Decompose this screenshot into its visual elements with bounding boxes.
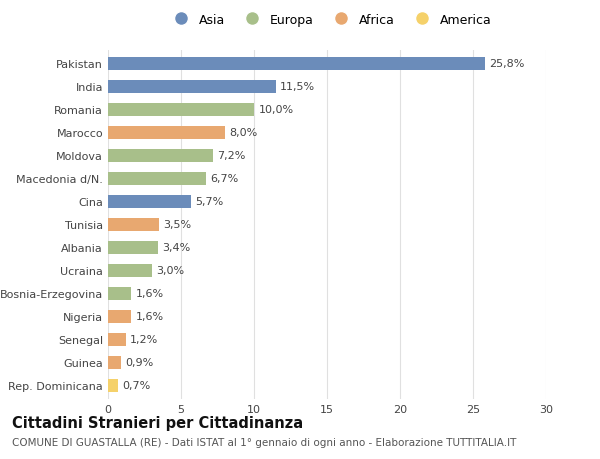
Text: 11,5%: 11,5%: [280, 82, 316, 92]
Bar: [108, 241, 158, 254]
Bar: [108, 264, 152, 277]
Legend: Asia, Europa, Africa, America: Asia, Europa, Africa, America: [164, 9, 496, 32]
Bar: [108, 287, 131, 300]
Text: 3,0%: 3,0%: [156, 266, 184, 276]
Text: 10,0%: 10,0%: [259, 105, 293, 115]
Bar: [108, 379, 118, 392]
Text: 3,5%: 3,5%: [163, 220, 191, 230]
Bar: [108, 81, 276, 94]
Bar: [108, 196, 191, 208]
Text: 1,6%: 1,6%: [136, 312, 164, 322]
Text: 5,7%: 5,7%: [196, 197, 224, 207]
Text: 1,6%: 1,6%: [136, 289, 164, 299]
Text: 25,8%: 25,8%: [489, 59, 524, 69]
Text: 1,2%: 1,2%: [130, 335, 158, 345]
Bar: [108, 356, 121, 369]
Text: COMUNE DI GUASTALLA (RE) - Dati ISTAT al 1° gennaio di ogni anno - Elaborazione : COMUNE DI GUASTALLA (RE) - Dati ISTAT al…: [12, 437, 517, 447]
Text: Cittadini Stranieri per Cittadinanza: Cittadini Stranieri per Cittadinanza: [12, 415, 303, 431]
Bar: [108, 310, 131, 323]
Text: 0,7%: 0,7%: [122, 381, 151, 391]
Text: 0,9%: 0,9%: [125, 358, 154, 368]
Text: 7,2%: 7,2%: [218, 151, 246, 161]
Bar: [108, 173, 206, 185]
Bar: [108, 218, 159, 231]
Text: 6,7%: 6,7%: [210, 174, 238, 184]
Bar: [108, 150, 213, 162]
Text: 3,4%: 3,4%: [162, 243, 190, 253]
Bar: [108, 333, 125, 346]
Text: 8,0%: 8,0%: [229, 128, 257, 138]
Bar: [108, 104, 254, 117]
Bar: [108, 58, 485, 71]
Bar: [108, 127, 225, 140]
